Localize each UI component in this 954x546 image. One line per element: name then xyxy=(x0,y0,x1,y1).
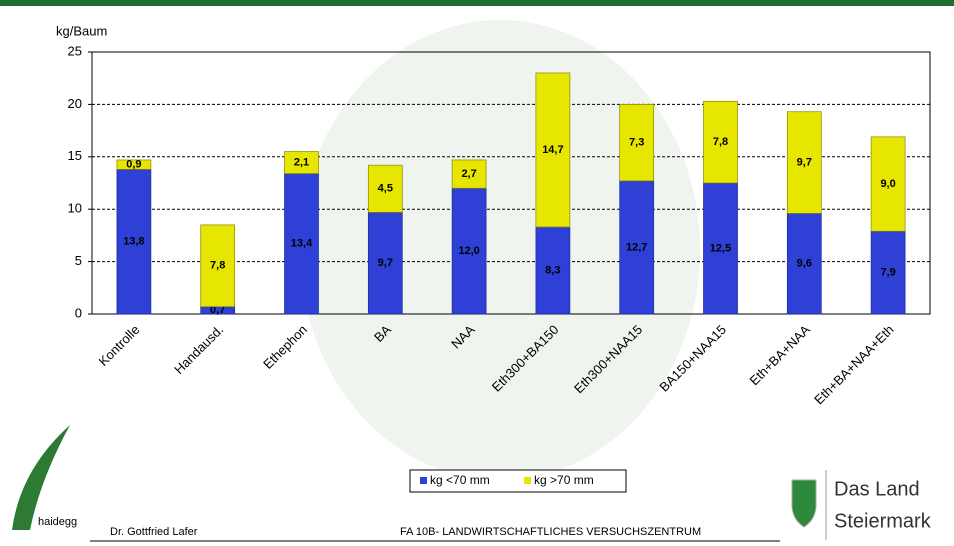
bar-segment xyxy=(451,159,487,189)
y-tick-label: 5 xyxy=(75,253,82,268)
data-label: 9,6 xyxy=(797,258,812,270)
data-label: 0,7 xyxy=(210,304,225,316)
author: Dr. Gottfried Lafer xyxy=(110,526,198,538)
data-label: 9,7 xyxy=(797,156,812,168)
data-label: 9,7 xyxy=(378,257,393,269)
data-label: 2,7 xyxy=(461,168,476,180)
bar-segment xyxy=(870,230,906,315)
x-tick-label: Eth+BA+NAA+Eth xyxy=(811,322,896,407)
data-label: 9,0 xyxy=(880,178,895,190)
legend-swatch xyxy=(420,477,427,484)
bar-segment xyxy=(367,211,403,315)
y-axis-label: kg/Baum xyxy=(56,23,107,38)
coat-of-arms xyxy=(791,479,817,528)
legend-swatch xyxy=(524,477,531,484)
y-tick-label: 0 xyxy=(75,305,82,320)
data-label: 7,8 xyxy=(210,260,225,272)
plot-area xyxy=(91,51,931,315)
y-tick-label: 25 xyxy=(68,43,82,58)
data-label: 2,1 xyxy=(294,156,309,168)
legend-label: kg <70 mm xyxy=(430,473,490,487)
institute: FA 10B- LANDWIRTSCHAFTLICHES VERSUCHSZEN… xyxy=(400,526,701,538)
bar-segment xyxy=(786,213,822,315)
x-tick-label: Kontrolle xyxy=(96,322,143,369)
logo-leaf xyxy=(12,425,70,530)
brand-line-1: Das Land xyxy=(834,478,920,500)
y-tick-label: 15 xyxy=(68,148,82,163)
logo-text: haidegg xyxy=(38,516,77,528)
data-label: 14,7 xyxy=(542,144,563,156)
y-tick-label: 10 xyxy=(68,201,82,216)
legend-box xyxy=(409,469,627,493)
bar-segment xyxy=(619,180,655,315)
data-label: 7,3 xyxy=(629,137,644,149)
bar-segment xyxy=(703,182,738,315)
top-bar xyxy=(0,0,954,6)
data-label: 4,5 xyxy=(378,183,393,195)
bar-segment xyxy=(116,169,152,315)
bar-segment xyxy=(535,72,571,228)
bar-segment xyxy=(284,151,319,174)
bar-segment xyxy=(786,111,822,214)
data-label: 0,9 xyxy=(126,159,141,171)
data-label: 8,3 xyxy=(545,264,560,276)
bar-segment xyxy=(535,226,571,315)
data-label: 7,9 xyxy=(880,267,895,279)
x-tick-label: Ethephon xyxy=(260,322,310,372)
data-label: 13,8 xyxy=(123,236,144,248)
bar-segment xyxy=(619,104,655,182)
watermark xyxy=(300,20,700,480)
x-tick-label: Eth+BA+NAA xyxy=(747,322,814,389)
x-tick-label: Handausd. xyxy=(171,322,226,377)
bar-segment xyxy=(367,164,403,213)
brand-line-2: Steiermark xyxy=(834,510,932,532)
y-tick-label: 20 xyxy=(68,96,82,111)
bar-segment xyxy=(870,136,906,232)
data-label: 7,8 xyxy=(713,136,728,148)
data-label: 13,4 xyxy=(291,238,313,250)
bar-segment xyxy=(284,173,319,315)
bar-segment xyxy=(116,159,152,170)
bar-segment xyxy=(451,187,487,315)
bar-segment xyxy=(703,100,738,184)
legend-label: kg >70 mm xyxy=(534,473,594,487)
data-label: 12,7 xyxy=(626,241,647,253)
data-label: 12,5 xyxy=(710,242,731,254)
data-label: 12,0 xyxy=(458,245,479,257)
bar-segment xyxy=(200,224,236,308)
